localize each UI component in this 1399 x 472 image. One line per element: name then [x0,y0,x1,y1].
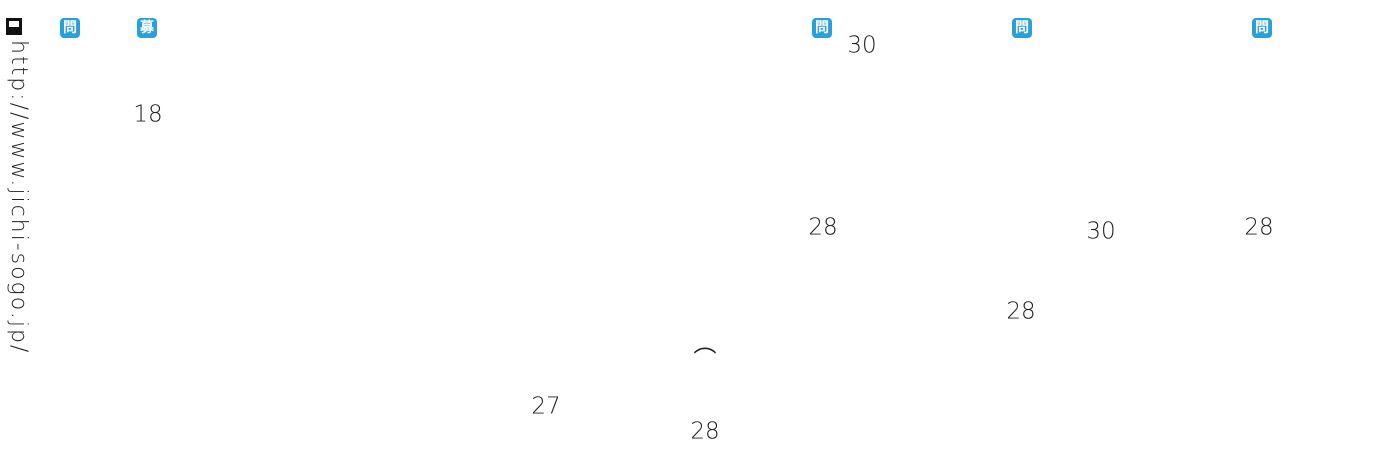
label: 27 [531,393,561,420]
label: 28 [1006,298,1036,325]
sidebar-url: http://www.jichi-sogo.jp/ [6,40,31,355]
label: 28 [808,214,838,241]
icon: 問 [1252,18,1272,38]
icon: 問 [60,18,80,38]
computer-icon [6,18,22,35]
label: 30 [847,32,877,59]
icon: 問 [812,18,832,38]
label: ︵ [693,331,717,358]
label: 28 [1244,214,1274,241]
label: 28 [690,418,720,445]
label: 18 [133,101,163,128]
icon: 問 [1012,18,1032,38]
label: 30 [1086,218,1116,245]
icon: 募 [137,18,157,38]
